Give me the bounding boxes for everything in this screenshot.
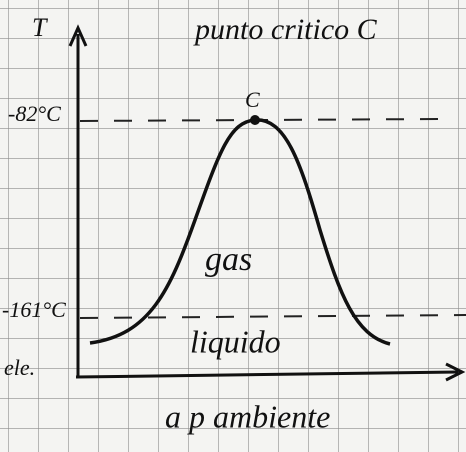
- critical-point-label: C: [245, 87, 260, 112]
- lower-level-dash: [79, 314, 466, 319]
- liquid-label: liquido: [190, 323, 281, 359]
- lower-temp-label: -161°C: [2, 297, 66, 322]
- critical-point: [250, 115, 260, 125]
- x-axis-label: a p ambiente: [165, 398, 330, 434]
- gas-label: gas: [205, 241, 252, 278]
- y-axis-arrow: [68, 24, 88, 47]
- left-edge-label: ele.: [4, 355, 35, 380]
- title: punto critico C: [193, 13, 378, 46]
- upper-temp-label: -82°C: [8, 101, 61, 126]
- y-axis-label: T: [32, 13, 48, 42]
- x-axis: [75, 370, 459, 379]
- x-axis-arrow: [445, 362, 466, 382]
